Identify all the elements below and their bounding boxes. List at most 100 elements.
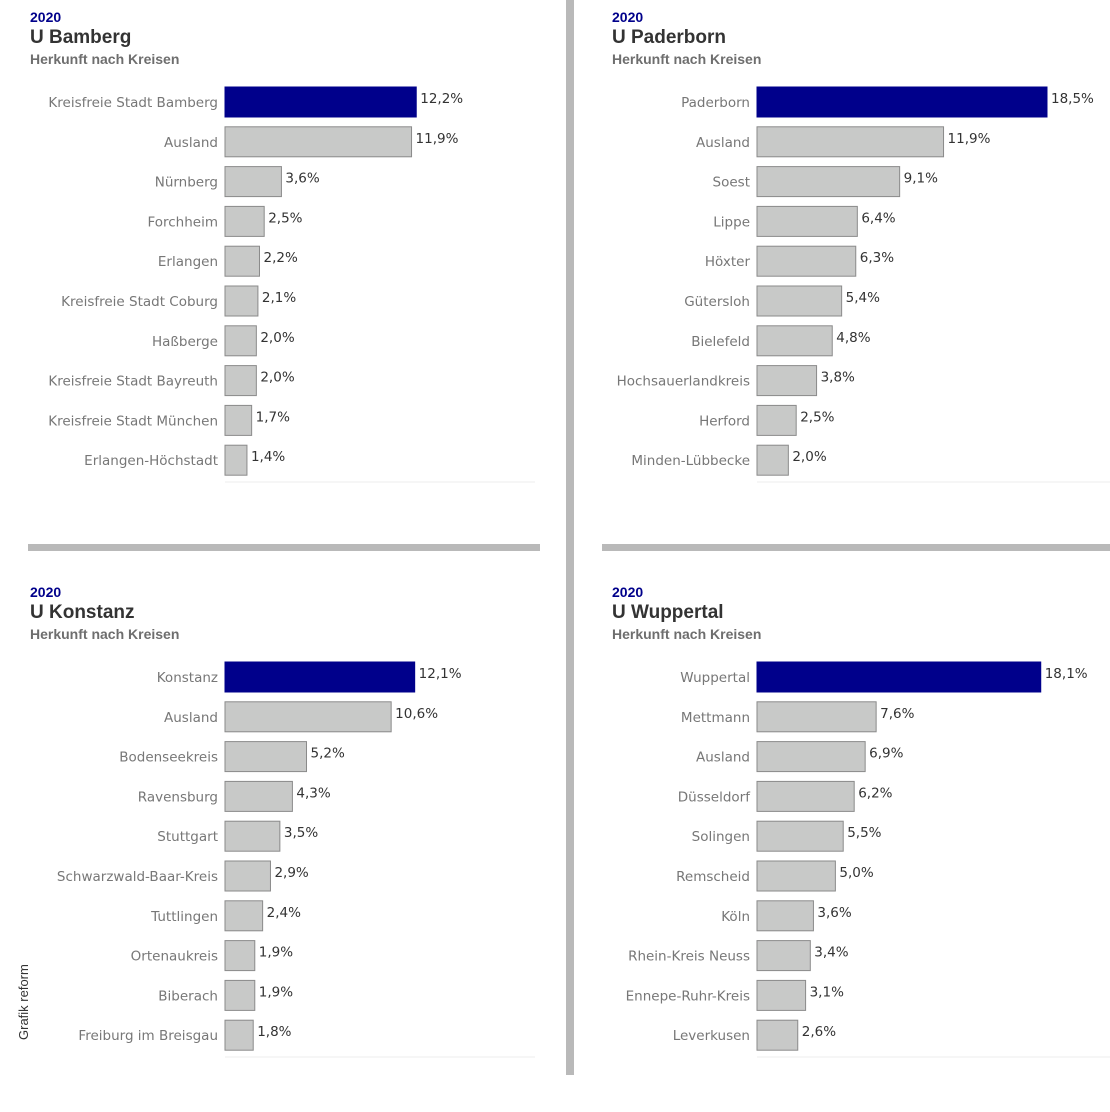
category-label: Leverkusen bbox=[673, 1028, 750, 1044]
value-label: 5,2% bbox=[311, 746, 345, 762]
panel-subtitle: Herkunft nach Kreisen bbox=[30, 626, 180, 642]
category-label: Ortenaukreis bbox=[131, 949, 218, 965]
value-label: 6,3% bbox=[860, 250, 894, 266]
bar-7 bbox=[224, 365, 257, 397]
panel-title: U Paderborn bbox=[612, 27, 727, 48]
category-label: Ausland bbox=[164, 710, 218, 726]
value-label: 2,0% bbox=[260, 370, 294, 386]
bar-6 bbox=[756, 900, 814, 932]
value-label: 2,1% bbox=[262, 290, 296, 306]
bar-1 bbox=[224, 701, 392, 733]
category-label: Kreisfreie Stadt Coburg bbox=[61, 294, 218, 310]
bar-2 bbox=[756, 741, 866, 773]
bar-9 bbox=[756, 444, 789, 476]
category-label: Biberach bbox=[158, 988, 218, 1004]
value-label: 18,1% bbox=[1045, 666, 1088, 682]
panel-subtitle: Herkunft nach Kreisen bbox=[612, 51, 762, 67]
value-label: 4,3% bbox=[296, 785, 330, 801]
category-label: Kreisfreie Stadt München bbox=[48, 413, 218, 429]
bar-chart-bamberg: Kreisfreie Stadt Bamberg 12,2% Ausland 11,9… bbox=[48, 86, 535, 483]
category-label: Höxter bbox=[705, 254, 751, 270]
chart-panel-bamberg: 2020 U Bamberg Herkunft nach Kreisen Kre… bbox=[0, 0, 555, 537]
value-label: 9,1% bbox=[904, 171, 938, 187]
bar-0 bbox=[756, 86, 1048, 118]
bar-chart-wuppertal: Wuppertal 18,1% Mettmann 7,6% Ausland 6,9% Düs… bbox=[626, 661, 1110, 1058]
value-label: 11,9% bbox=[948, 131, 991, 147]
chart-panel-konstanz: 2020 U Konstanz Herkunft nach Kreisen Ko… bbox=[0, 575, 555, 1112]
horizontal-separator-right bbox=[602, 544, 1110, 551]
category-label: Gütersloh bbox=[684, 294, 750, 310]
bar-0 bbox=[224, 86, 417, 118]
bar-7 bbox=[756, 365, 818, 397]
category-label: Ennepe-Ruhr-Kreis bbox=[626, 988, 750, 1004]
value-label: 1,9% bbox=[259, 945, 293, 961]
value-label: 6,9% bbox=[869, 746, 903, 762]
bar-1 bbox=[756, 701, 877, 733]
category-label: Mettmann bbox=[681, 710, 750, 726]
panel-title: U Wuppertal bbox=[612, 602, 724, 623]
bar-7 bbox=[224, 940, 256, 972]
value-label: 2,4% bbox=[267, 905, 301, 921]
bar-chart-paderborn: Paderborn 18,5% Ausland 11,9% Soest 9,1% Lippe… bbox=[617, 86, 1110, 483]
value-label: 2,5% bbox=[268, 210, 302, 226]
bar-8 bbox=[756, 404, 797, 436]
category-label: Minden-Lübbecke bbox=[631, 453, 750, 469]
value-label: 3,6% bbox=[817, 905, 851, 921]
panel-year: 2020 bbox=[30, 584, 62, 600]
value-label: 1,7% bbox=[256, 409, 290, 425]
value-label: 7,6% bbox=[880, 706, 914, 722]
category-label: Erlangen bbox=[158, 254, 218, 270]
value-label: 1,4% bbox=[251, 449, 285, 465]
category-label: Köln bbox=[721, 909, 750, 925]
category-label: Tuttlingen bbox=[150, 909, 218, 925]
value-label: 6,2% bbox=[858, 785, 892, 801]
bar-3 bbox=[224, 205, 265, 237]
category-label: Wuppertal bbox=[680, 670, 750, 686]
panel-subtitle: Herkunft nach Kreisen bbox=[612, 626, 762, 642]
bar-8 bbox=[224, 979, 256, 1011]
bar-8 bbox=[756, 979, 807, 1011]
value-label: 3,1% bbox=[810, 984, 844, 1000]
vertical-separator bbox=[566, 0, 574, 1075]
category-label: Stuttgart bbox=[157, 829, 218, 845]
panel-subtitle: Herkunft nach Kreisen bbox=[30, 51, 180, 67]
category-label: Solingen bbox=[692, 829, 750, 845]
bar-3 bbox=[756, 780, 855, 812]
side-credit: Grafik reform bbox=[16, 964, 31, 1040]
panel-title: U Konstanz bbox=[30, 602, 135, 623]
category-label: Kreisfreie Stadt Bamberg bbox=[48, 95, 218, 111]
bar-8 bbox=[224, 404, 253, 436]
bar-0 bbox=[224, 661, 416, 693]
value-label: 1,9% bbox=[259, 984, 293, 1000]
chart-panel-paderborn: 2020 U Paderborn Herkunft nach Kreisen P… bbox=[582, 0, 1110, 537]
value-label: 3,5% bbox=[284, 825, 318, 841]
category-label: Herford bbox=[699, 413, 750, 429]
value-label: 3,4% bbox=[814, 945, 848, 961]
bar-2 bbox=[224, 741, 308, 773]
category-label: Düsseldorf bbox=[678, 789, 751, 805]
bar-chart-konstanz: Konstanz 12,1% Ausland 10,6% Bodenseekreis 5,… bbox=[57, 661, 535, 1058]
category-label: Schwarzwald-Baar-Kreis bbox=[57, 869, 218, 885]
category-label: Kreisfreie Stadt Bayreuth bbox=[48, 374, 218, 390]
bar-6 bbox=[756, 325, 833, 357]
value-label: 5,5% bbox=[847, 825, 881, 841]
category-label: Haßberge bbox=[152, 334, 218, 350]
value-label: 5,0% bbox=[839, 865, 873, 881]
category-label: Hochsauerlandkreis bbox=[617, 374, 750, 390]
bar-4 bbox=[224, 820, 281, 852]
chart-panel-wuppertal: 2020 U Wuppertal Herkunft nach Kreisen W… bbox=[582, 575, 1110, 1112]
category-label: Ausland bbox=[696, 750, 750, 766]
category-label: Konstanz bbox=[157, 670, 218, 686]
value-label: 2,0% bbox=[260, 330, 294, 346]
bar-9 bbox=[756, 1019, 799, 1051]
panel-year: 2020 bbox=[612, 9, 644, 25]
bar-4 bbox=[756, 245, 857, 277]
category-label: Ausland bbox=[696, 135, 750, 151]
bar-3 bbox=[224, 780, 293, 812]
value-label: 3,6% bbox=[285, 171, 319, 187]
bar-5 bbox=[224, 285, 259, 317]
value-label: 11,9% bbox=[416, 131, 459, 147]
value-label: 2,5% bbox=[800, 409, 834, 425]
bar-4 bbox=[756, 820, 844, 852]
category-label: Freiburg im Breisgau bbox=[78, 1028, 218, 1044]
